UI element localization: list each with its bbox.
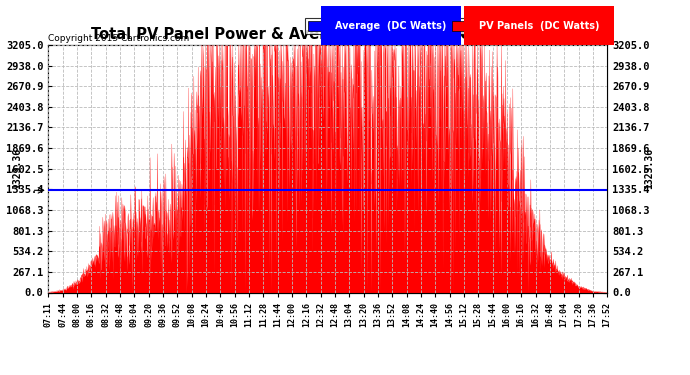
- Text: 1323.36: 1323.36: [12, 148, 23, 189]
- Text: Copyright 2015 Cartronics.com: Copyright 2015 Cartronics.com: [48, 33, 190, 42]
- Title: Total PV Panel Power & Average  Power Tue Oct 20 17:56: Total PV Panel Power & Average Power Tue…: [90, 27, 565, 42]
- Legend: Average  (DC Watts), PV Panels  (DC Watts): Average (DC Watts), PV Panels (DC Watts): [305, 18, 602, 34]
- Text: 1323.36: 1323.36: [644, 148, 654, 189]
